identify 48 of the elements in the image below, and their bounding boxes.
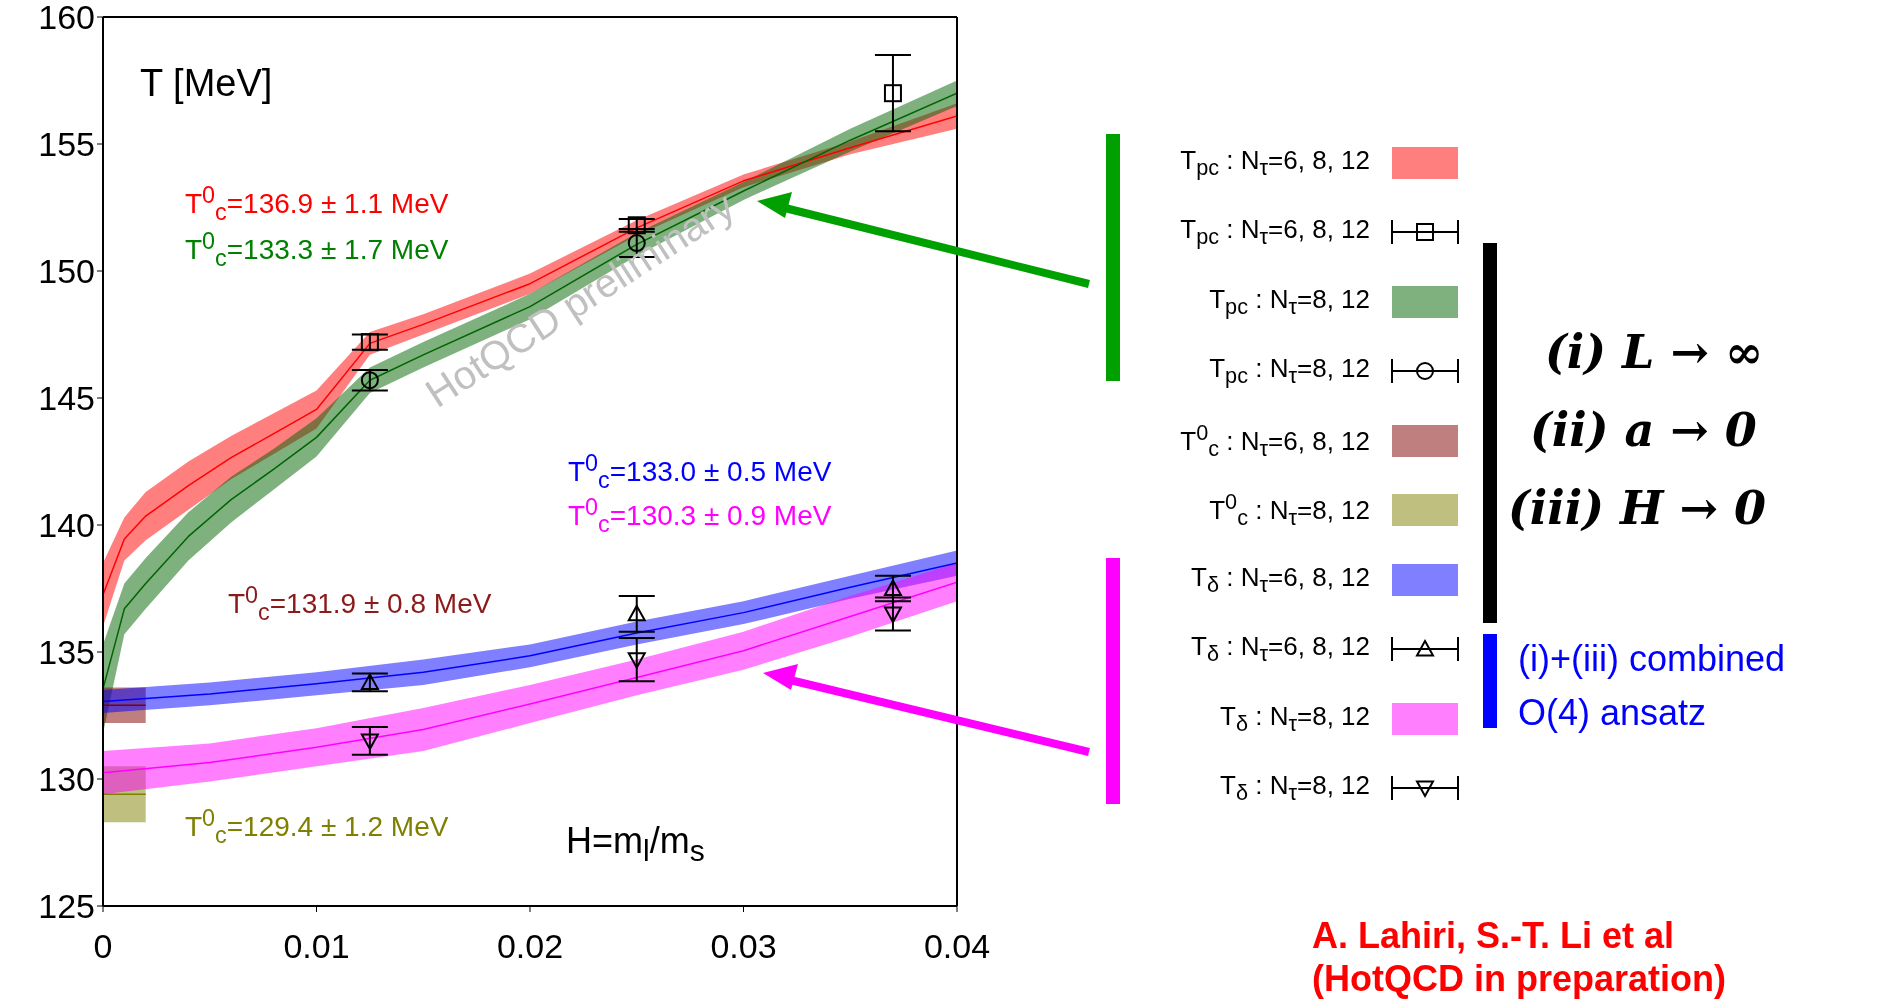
point xyxy=(883,84,902,103)
point xyxy=(627,652,646,669)
annotation: T$^{0}$$_{c}$=130.3 ± 0.9 MeV xyxy=(568,494,832,537)
point xyxy=(360,673,379,690)
text: A. Lahiri, S.-T. Li et al xyxy=(1312,915,1675,956)
legend-label: T$_{δ}$ : N$_{τ}$=8, 12 xyxy=(1220,770,1370,807)
y-tick-label: 140 xyxy=(38,506,95,545)
annotation: T$^{0}$$_{c}$=136.9 ± 1.1 MeV xyxy=(185,182,449,225)
point xyxy=(360,371,379,390)
legend-label: T$^{0}$$_{c}$ : N$_{τ}$=8, 12 xyxy=(1209,489,1370,532)
annotation: T$^{0}$$_{c}$=133.3 ± 1.7 MeV xyxy=(185,228,449,271)
y-tick-label: 130 xyxy=(38,760,95,799)
legend-label: T$_{δ}$ : N$_{τ}$=8, 12 xyxy=(1220,700,1370,737)
y-tick-label: 150 xyxy=(38,252,95,291)
legend-label: T$^{0}$$_{c}$ : N$_{τ}$=6, 8, 12 xyxy=(1180,419,1370,462)
y-tick-label: 125 xyxy=(38,887,95,926)
legend-label: T$_{δ}$ : N$_{τ}$=6, 8, 12 xyxy=(1191,631,1370,668)
text: O(4) ansatz xyxy=(1518,692,1707,733)
legend-label: T$_{pc}$ : N$_{τ}$=6, 8, 12 xyxy=(1180,214,1370,251)
legend-label: T$_{pc}$ : N$_{τ}$=8, 12 xyxy=(1209,283,1370,320)
y-tick-label: 160 xyxy=(38,0,95,37)
annotation: T$^{0}$$_{c}$=133.0 ± 0.5 MeV xyxy=(568,450,832,493)
x-tick-label: 0 xyxy=(93,927,113,966)
y-tick-label: 145 xyxy=(38,379,95,418)
x-tick-label: 0.02 xyxy=(496,927,564,966)
legend-label: T$_{δ}$ : N$_{τ}$=6, 8, 12 xyxy=(1191,561,1370,598)
point xyxy=(360,733,379,750)
x-axis-title: H=m$_{l}$/m$_{s}$ xyxy=(566,820,705,868)
text: (i) L → ∞ xyxy=(1545,325,1764,379)
y-axis-title: T [MeV] xyxy=(140,62,273,104)
legend-label: T$_{pc}$ : N$_{τ}$=6, 8, 12 xyxy=(1180,144,1370,181)
annotation: T$^{0}$$_{c}$=129.4 ± 1.2 MeV xyxy=(185,805,449,848)
legend-label: T$_{pc}$ : N$_{τ}$=8, 12 xyxy=(1209,353,1370,390)
point xyxy=(627,604,646,622)
text: (iii) H → 0 xyxy=(1508,481,1767,535)
text: (ii) a → 0 xyxy=(1530,403,1757,457)
line-series xyxy=(103,581,957,774)
x-tick-label: 0.04 xyxy=(923,927,991,966)
point xyxy=(883,606,902,623)
y-tick-label: 155 xyxy=(38,125,95,164)
point xyxy=(360,333,379,352)
point xyxy=(883,579,902,596)
text: (HotQCD in preparation) xyxy=(1312,958,1726,999)
text: (i)+(iii) combined xyxy=(1518,638,1786,679)
annotation: T$^{0}$$_{c}$=131.9 ± 0.8 MeV xyxy=(228,582,492,625)
x-tick-label: 0.01 xyxy=(283,927,350,966)
x-tick-label: 0.03 xyxy=(710,927,777,966)
y-tick-label: 135 xyxy=(38,633,95,672)
